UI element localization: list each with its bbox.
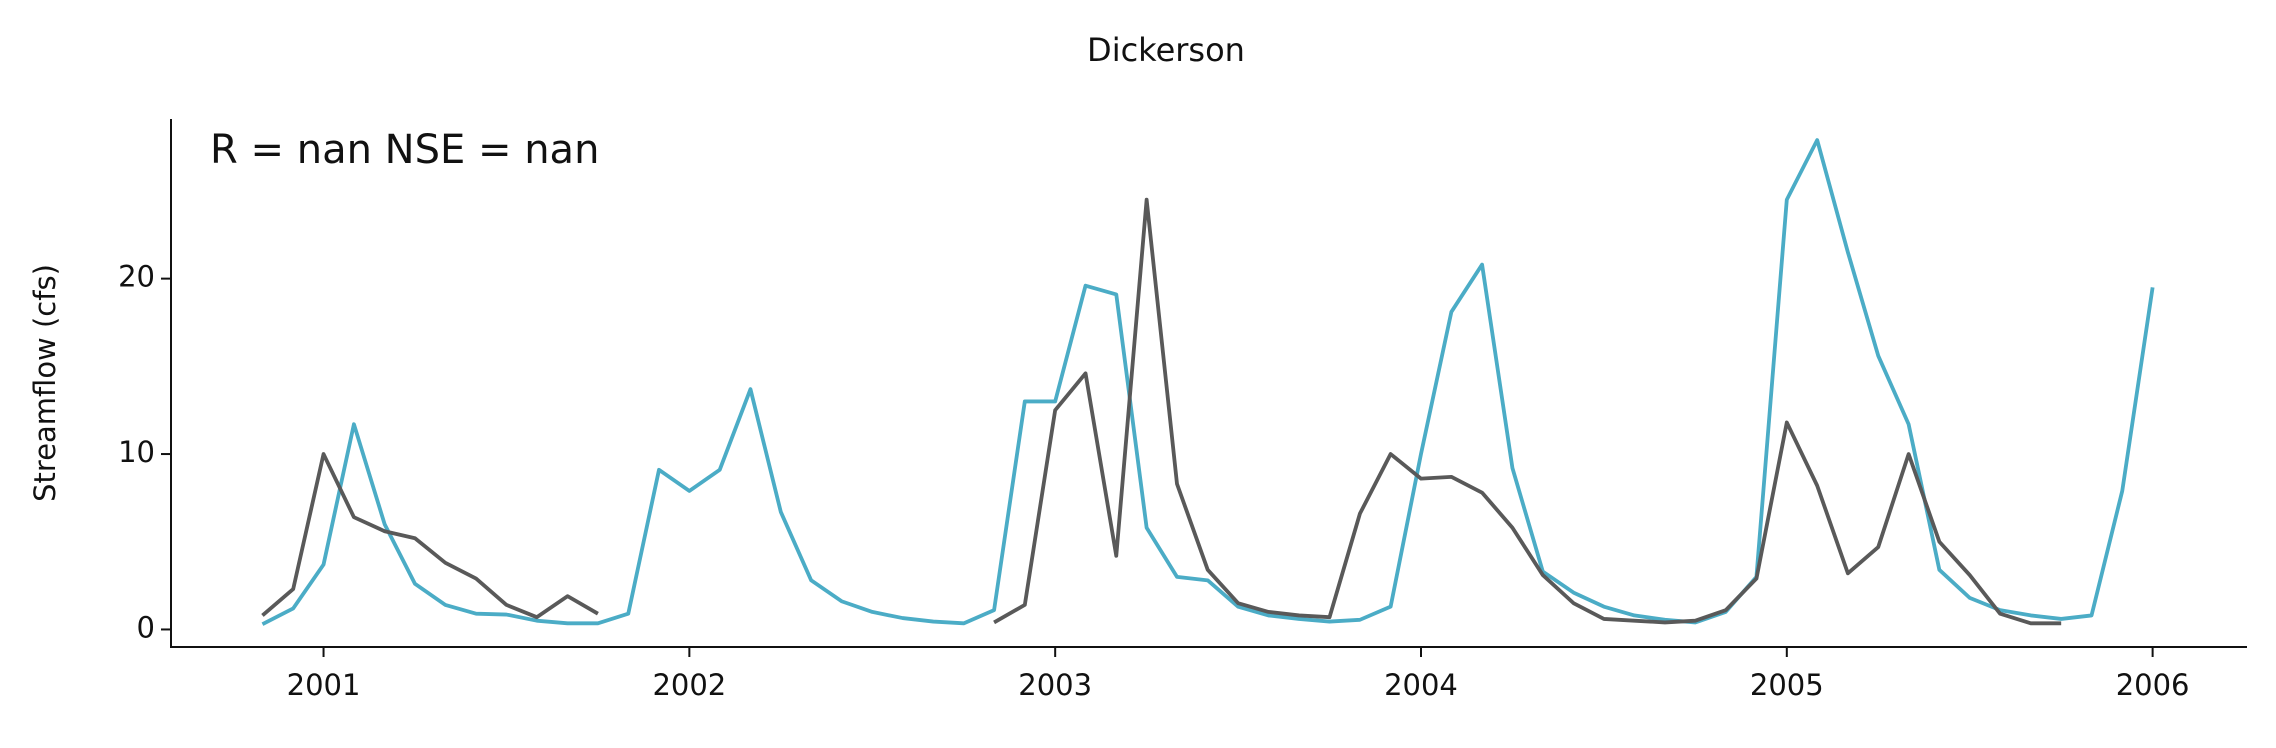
line-series (261, 197, 2062, 626)
line-series (261, 138, 2155, 626)
x-tick-label: 2003 (1018, 668, 1092, 702)
y-tick-label: 10 (118, 435, 155, 469)
y-tick-label: 20 (118, 260, 155, 294)
chart-title: Dickerson (1087, 31, 1245, 69)
x-tick-label: 2006 (2116, 668, 2190, 702)
x-tick-label: 2001 (287, 668, 361, 702)
x-tick-label: 2005 (1750, 668, 1824, 702)
x-tick-label: 2002 (652, 668, 726, 702)
y-axis-label: Streamflow (cfs) (28, 264, 62, 502)
annotation: R = nan NSE = nan (210, 127, 599, 173)
y-tick-label: 0 (137, 610, 155, 644)
x-tick-label: 2004 (1384, 668, 1458, 702)
